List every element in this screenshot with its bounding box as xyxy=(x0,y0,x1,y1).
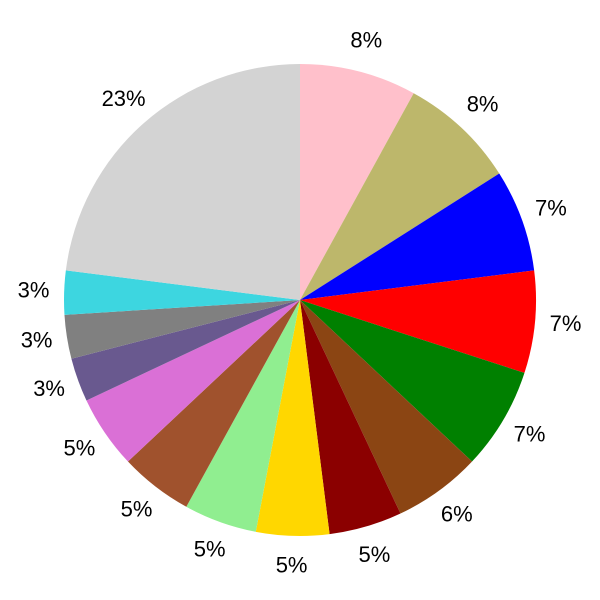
svg-text:3%: 3% xyxy=(18,277,50,302)
svg-text:8%: 8% xyxy=(467,91,499,116)
svg-text:7%: 7% xyxy=(535,196,567,221)
svg-text:8%: 8% xyxy=(350,28,382,53)
svg-text:5%: 5% xyxy=(276,552,308,577)
svg-text:5%: 5% xyxy=(64,436,96,461)
svg-text:5%: 5% xyxy=(359,542,391,567)
svg-text:3%: 3% xyxy=(33,376,65,401)
svg-text:5%: 5% xyxy=(121,497,153,522)
svg-text:6%: 6% xyxy=(441,502,473,527)
svg-text:23%: 23% xyxy=(102,86,146,111)
svg-text:5%: 5% xyxy=(194,537,226,562)
svg-text:3%: 3% xyxy=(21,328,53,353)
svg-text:7%: 7% xyxy=(514,422,546,447)
svg-text:7%: 7% xyxy=(550,311,582,336)
